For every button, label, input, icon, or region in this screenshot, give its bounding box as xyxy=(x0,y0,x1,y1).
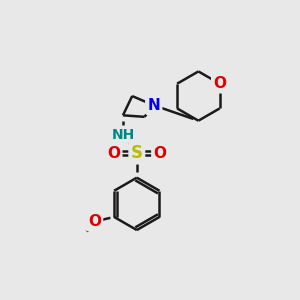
Text: O: O xyxy=(107,146,120,160)
Text: N: N xyxy=(147,98,160,113)
Text: S: S xyxy=(131,144,143,162)
Text: NH: NH xyxy=(111,128,135,142)
Text: O: O xyxy=(213,76,226,91)
Text: O: O xyxy=(88,214,101,229)
Text: O: O xyxy=(153,146,167,160)
